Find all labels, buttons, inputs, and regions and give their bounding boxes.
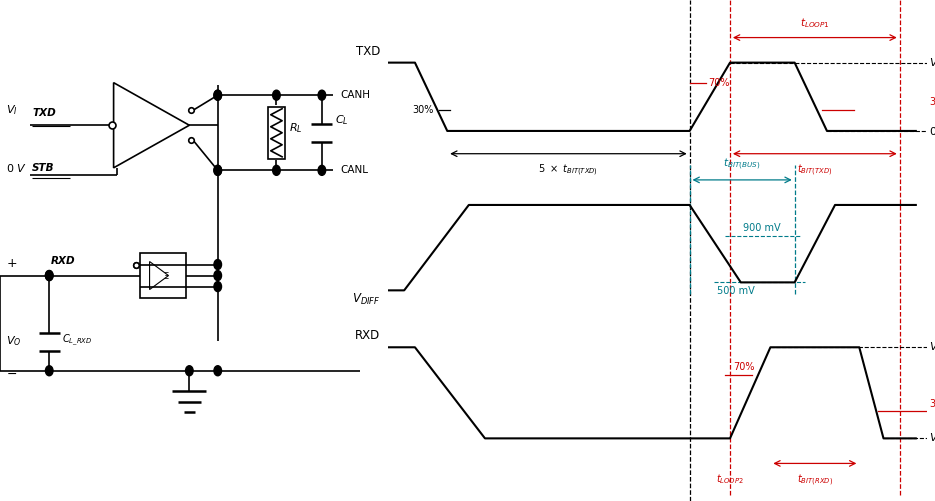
Text: TXD: TXD [32,108,56,118]
Circle shape [214,282,222,292]
Circle shape [46,271,53,281]
Text: $V_O$: $V_O$ [6,334,22,348]
Circle shape [214,271,222,281]
Circle shape [214,165,222,175]
Text: 70%: 70% [733,362,755,372]
Circle shape [46,366,53,376]
Text: $\Xi$: $\Xi$ [164,270,170,281]
Text: $t_{BIT(TXD)}$: $t_{BIT(TXD)}$ [798,163,832,178]
Text: $+$: $+$ [6,257,17,270]
Circle shape [214,366,222,376]
Circle shape [185,366,194,376]
Text: $t_{LOOP1}$: $t_{LOOP1}$ [799,16,829,30]
Text: $V_{OL}$: $V_{OL}$ [929,431,935,445]
Text: $t_{BIT(BUS)}$: $t_{BIT(BUS)}$ [724,156,761,172]
Circle shape [46,271,53,281]
Text: CANH: CANH [340,90,371,100]
Text: $t_{BIT(RXD)}$: $t_{BIT(RXD)}$ [797,472,833,488]
Text: TXD: TXD [355,45,380,58]
Text: RXD: RXD [354,329,380,342]
Text: 30%: 30% [412,105,434,115]
Text: $-$: $-$ [6,367,17,380]
Circle shape [318,90,325,100]
Text: 30%: 30% [929,399,935,409]
Circle shape [273,90,280,100]
Circle shape [273,165,280,175]
Text: $0\ V$: $0\ V$ [6,162,26,174]
Text: $t_{LOOP2}$: $t_{LOOP2}$ [716,472,744,486]
Circle shape [318,165,325,175]
Text: $0\ V$: $0\ V$ [929,125,935,137]
Text: 70%: 70% [709,78,730,88]
Text: RXD: RXD [51,256,76,266]
Text: $C_{L\_RXD}$: $C_{L\_RXD}$ [63,333,93,348]
Text: CANL: CANL [340,165,368,175]
Text: STB: STB [32,163,54,173]
Text: $R_L$: $R_L$ [289,121,302,135]
Text: 500 mV: 500 mV [716,286,755,296]
Text: $V_{OH}$: $V_{OH}$ [929,340,935,354]
Text: 900 mV: 900 mV [743,222,781,232]
Text: 30%: 30% [929,97,935,107]
Text: $V_I$: $V_I$ [6,103,18,117]
Circle shape [214,90,222,100]
Text: $V_{DIFF}$: $V_{DIFF}$ [352,292,380,307]
Circle shape [214,90,222,100]
Circle shape [214,260,222,270]
Circle shape [214,165,222,175]
Text: $C_L$: $C_L$ [335,113,349,127]
Text: $V_I$: $V_I$ [929,56,935,70]
Text: $5\ \times\ t_{BIT(TXD)}$: $5\ \times\ t_{BIT(TXD)}$ [539,163,598,178]
Bar [140,253,185,298]
Bar [268,107,285,159]
